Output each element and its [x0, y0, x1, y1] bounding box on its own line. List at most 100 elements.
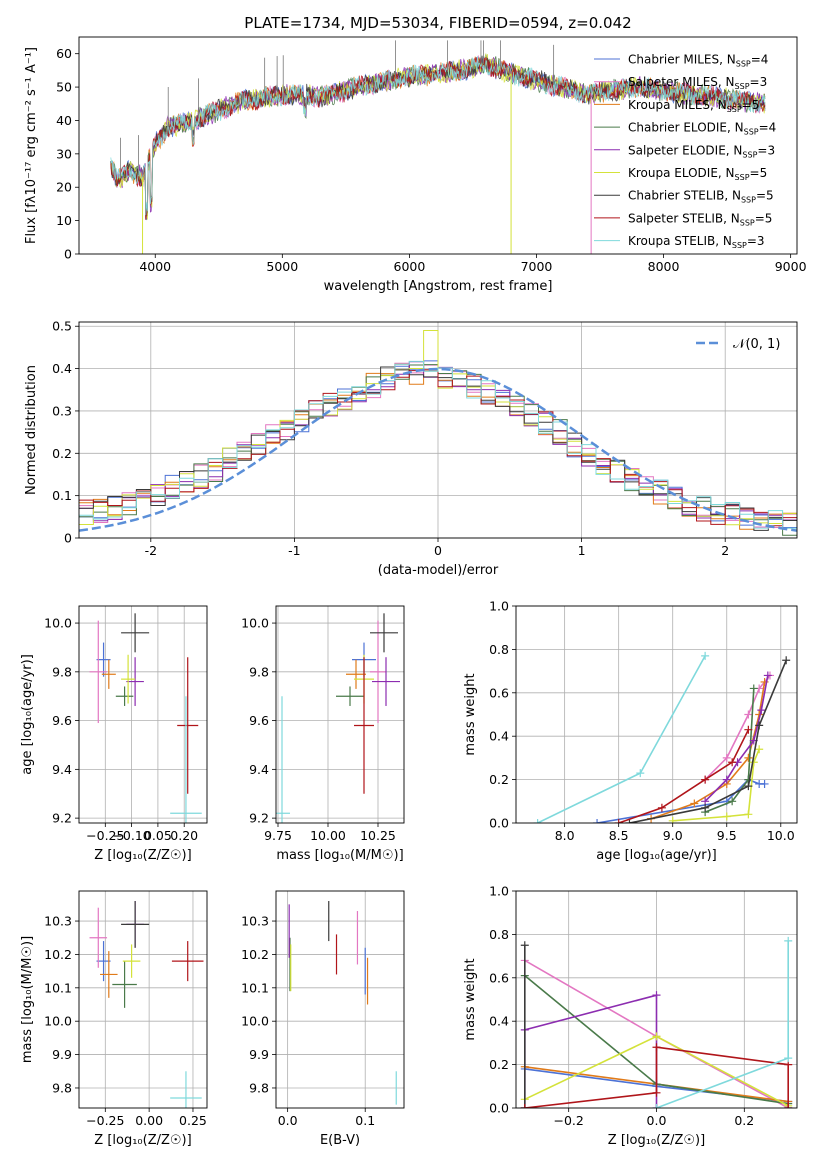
x-axis-label: Z [log₁₀(Z/Z☉)] — [94, 1133, 191, 1148]
x-tick-label: −0.10 — [112, 828, 150, 843]
weight-marker — [782, 656, 791, 665]
residual-histogram-step — [79, 360, 797, 529]
y-tick-label: 10.3 — [44, 914, 72, 929]
weight-series-line — [656, 940, 789, 1108]
weight-marker — [784, 1104, 793, 1108]
y-tick-label: 0.2 — [489, 772, 509, 787]
x-axis-label: wavelength [Angstrom, rest frame] — [324, 279, 553, 294]
x-tick-label: 0.05 — [144, 828, 172, 843]
y-tick-label: 0.4 — [52, 361, 72, 376]
legend-suffix: =5 — [756, 189, 774, 203]
axes-frame — [275, 890, 405, 1109]
y-tick-label: 9.2 — [249, 811, 269, 826]
weight-series-line — [650, 681, 766, 820]
weight-marker — [593, 819, 602, 823]
x-axis-label: E(B-V) — [320, 1133, 360, 1148]
axes-frame — [78, 36, 798, 255]
x-tick-label: 0.0 — [278, 1113, 298, 1128]
legend-suffix: =5 — [755, 211, 773, 225]
y-axis-label: mass weight — [463, 673, 478, 755]
x-tick-label: 0.1 — [355, 1113, 375, 1128]
x-tick-label: -1 — [288, 543, 300, 558]
legend-label: 𝒩(0, 1) — [733, 337, 780, 352]
x-tick-label: 9.75 — [264, 828, 292, 843]
x-tick-label: 0.00 — [135, 1113, 163, 1128]
mass-vs-ebv-panel: 0.0 0.1 9.8 9.9 10.0 10.1 10.2 10.3 E(B-V) — [241, 890, 405, 1148]
y-tick-label: 0.0 — [489, 816, 509, 831]
x-tick-label: -2 — [145, 543, 157, 558]
axes-frame — [78, 605, 208, 824]
legend-subscript: SSP — [732, 241, 747, 250]
legend-label: Salpeter MILES, NSSP=3 — [628, 75, 767, 91]
y-tick-label: 9.8 — [52, 1080, 72, 1095]
x-tick-label: 9.5 — [717, 828, 737, 843]
weight-marker — [520, 1104, 529, 1108]
spectrum-lines — [110, 40, 766, 254]
x-tick-label: 5000 — [266, 259, 298, 274]
mass-vs-Z-panel: −0.25 0.00 0.25 9.8 9.9 10.0 10.1 10.2 10.3 Z [lo… — [20, 890, 208, 1148]
weight-marker — [652, 1043, 661, 1052]
weight-marker — [744, 710, 753, 719]
mass-vs-Z-panel-points — [89, 901, 204, 1108]
weight-marker — [533, 819, 542, 823]
weight-marker — [784, 936, 793, 945]
y-tick-label: 10.0 — [241, 616, 269, 631]
weight-marker — [701, 803, 710, 812]
legend-label: Salpeter ELODIE, NSSP=3 — [628, 143, 775, 159]
x-tick-label: 9.0 — [663, 828, 683, 843]
y-tick-label: 10.0 — [241, 1014, 269, 1029]
legend-label: Chabrier STELIB, NSSP=5 — [628, 189, 774, 205]
y-tick-label: 0 — [64, 247, 72, 262]
x-tick-label: −0.25 — [86, 828, 124, 843]
y-tick-label: 0.2 — [489, 1057, 509, 1072]
y-tick-label: 1.0 — [489, 599, 509, 614]
age-vs-Z-panel-points — [89, 613, 202, 823]
x-axis-label: (data-model)/error — [378, 563, 499, 578]
weight-marker — [744, 782, 753, 791]
gaussian-curve — [79, 367, 797, 532]
x-tick-label: −0.25 — [86, 1113, 124, 1128]
weight-marker — [757, 706, 766, 715]
y-tick-label: 1.0 — [489, 884, 509, 899]
x-tick-label: 2 — [721, 543, 729, 558]
legend-label: Salpeter STELIB, NSSP=5 — [628, 211, 772, 227]
legend-suffix: =3 — [757, 143, 775, 157]
y-tick-label: 10.0 — [44, 616, 72, 631]
x-tick-label: 6000 — [394, 259, 426, 274]
y-axis-label: age [log₁₀(age/yr)] — [20, 654, 35, 775]
legend-subscript: SSP — [741, 196, 756, 205]
weight-marker — [744, 725, 753, 734]
weight-marker — [520, 941, 529, 950]
x-tick-label: 0.2 — [734, 1113, 754, 1128]
weight-marker — [763, 671, 772, 680]
y-tick-label: 0.0 — [489, 1101, 509, 1116]
y-axis-label: mass weight — [463, 958, 478, 1040]
y-tick-label: 50 — [56, 80, 72, 95]
y-tick-label: 0 — [64, 531, 72, 546]
weight-series-line — [596, 778, 765, 823]
legend-subscript: SSP — [735, 173, 750, 182]
age-vs-Z-panel: −0.25−0.100.050.20 9.2 9.4 9.6 9.8 10.0 Z [log… — [20, 605, 208, 863]
x-tick-label: 0.25 — [179, 1113, 207, 1128]
weight-marker — [755, 721, 764, 730]
y-axis-label: Flux [fλ10⁻¹⁷ erg cm⁻² s⁻¹ A⁻¹] — [24, 47, 39, 244]
y-tick-label: 0.6 — [489, 685, 509, 700]
weight-marker — [668, 816, 677, 823]
mass-weight-vs-Z-panel-lines — [520, 936, 793, 1108]
weight-marker — [760, 779, 769, 788]
legend-subscript: SSP — [735, 82, 750, 91]
y-tick-label: 10.1 — [241, 980, 269, 995]
weight-marker — [636, 769, 645, 778]
weight-marker — [755, 745, 764, 754]
x-tick-label: 0.20 — [170, 828, 198, 843]
spectrum-legend: Chabrier MILES, NSSP=4 Salpeter MILES, NS… — [594, 53, 776, 250]
legend-suffix: =4 — [751, 53, 769, 67]
weight-marker — [744, 810, 753, 819]
legend-subscript: SSP — [744, 128, 759, 137]
y-tick-label: 10.2 — [241, 947, 269, 962]
y-tick-label: 10 — [56, 213, 72, 228]
weight-series-line — [524, 994, 658, 1108]
x-tick-label: −0.2 — [554, 1113, 584, 1128]
x-axis-label: mass [log₁₀(M/M☉)] — [276, 848, 403, 863]
